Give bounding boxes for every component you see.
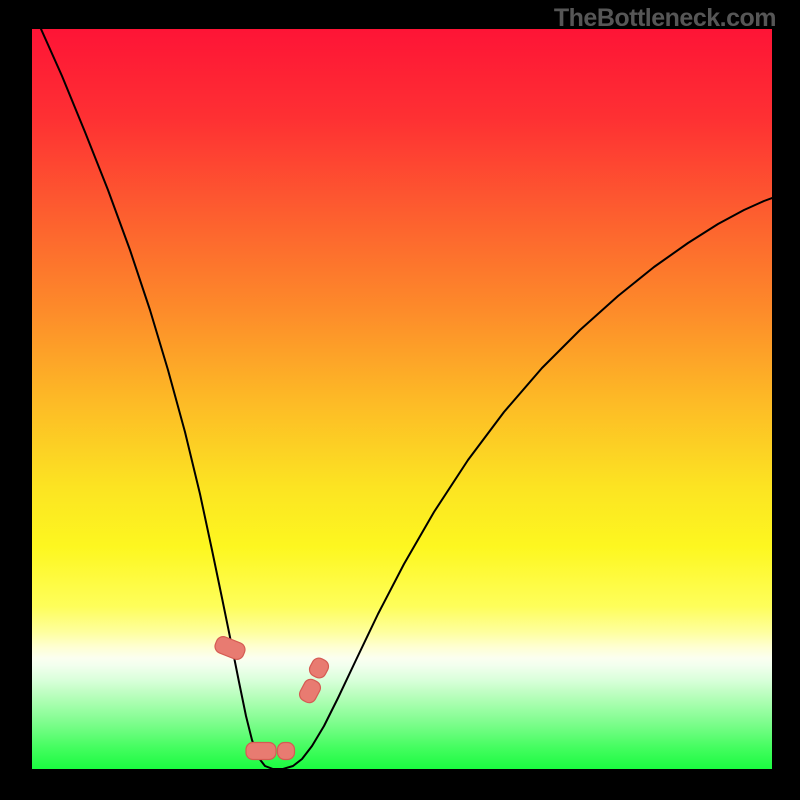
highlight-marker <box>246 743 276 760</box>
chart-svg <box>0 0 800 800</box>
highlight-marker <box>278 743 295 760</box>
plot-background <box>32 29 772 769</box>
chart-stage: TheBottleneck.com <box>0 0 800 800</box>
watermark-text: TheBottleneck.com <box>554 4 776 33</box>
